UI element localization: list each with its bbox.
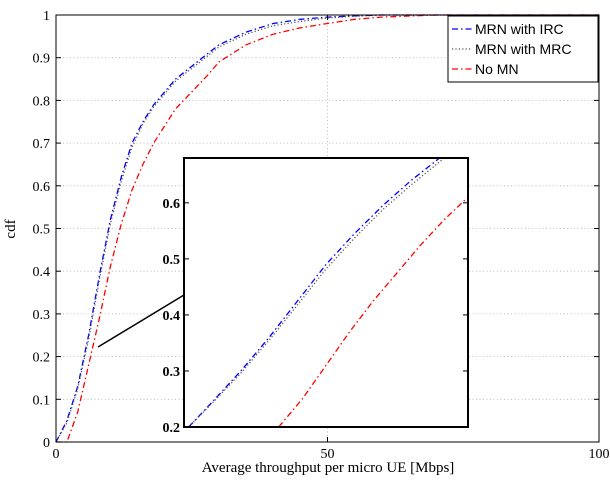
x-axis-label: Average throughput per micro UE [Mbps]: [202, 460, 455, 476]
x-tick-label: 0: [53, 447, 60, 462]
inset-zoom: 0.2 0.3 0.4 0.5 0.6: [163, 157, 469, 436]
legend-box: [447, 15, 599, 83]
inset-y-tick-label: 0.6: [163, 197, 181, 212]
zoom-connector-line: [97, 294, 185, 348]
y-tick-label: 0: [43, 436, 50, 451]
inset-series-line: [188, 158, 445, 427]
y-axis-label: cdf: [3, 219, 19, 238]
inset-y-tick-label: 0.3: [163, 365, 181, 380]
y-tick-label: 0.4: [33, 265, 51, 280]
series-lines: [55, 14, 599, 443]
y-tick-label: 0.8: [33, 94, 51, 109]
y-tick-label: 0.3: [33, 308, 51, 323]
legend: MRN with IRC MRN with MRC No MN: [447, 15, 599, 83]
y-tick-label: 0.1: [33, 393, 51, 408]
x-tick-label: 100: [589, 447, 610, 462]
y-tick-label: 0.2: [33, 351, 51, 366]
inset-border: [183, 157, 469, 428]
legend-label: MRN with MRC: [475, 41, 571, 57]
inset-series-line: [188, 158, 441, 427]
x-tick-label: 50: [321, 447, 335, 462]
y-tick-label: 1: [43, 9, 50, 24]
y-tick-label: 0.6: [33, 180, 51, 195]
y-tick-label: 0.9: [33, 52, 51, 67]
legend-label: MRN with IRC: [475, 21, 564, 37]
series-line: [56, 14, 599, 443]
y-tick-label: 0.7: [33, 137, 51, 152]
legend-label: No MN: [475, 61, 519, 77]
axis-ticks: 0 50 100 0 0.1 0.2 0.3 0.4 0.5 0.6 0.7 0.8 0.9 1: [33, 9, 610, 462]
inset-y-tick-label: 0.4: [163, 309, 181, 324]
inset-series: [188, 158, 468, 427]
series-line: [55, 14, 599, 443]
series-line: [55, 14, 599, 443]
y-tick-label: 0.5: [33, 223, 51, 238]
inset-y-tick-label: 0.2: [163, 421, 181, 436]
inset-y-tick-label: 0.5: [163, 253, 181, 268]
inset-series-line: [278, 196, 468, 427]
